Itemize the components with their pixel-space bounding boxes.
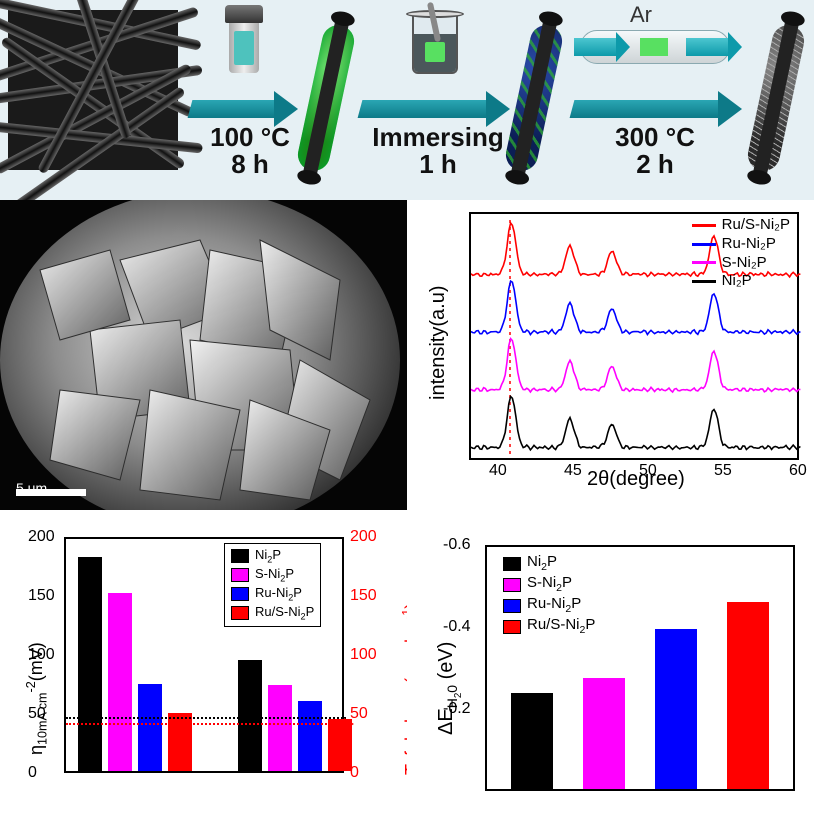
- sem-scale-bar: [16, 489, 86, 496]
- barL-legend-item: Ru/S-Ni2P: [231, 604, 314, 623]
- barL-bar: [168, 713, 192, 771]
- xrd-legend-item: Ni₂P: [692, 272, 790, 291]
- xrd-xtick: 60: [789, 462, 807, 480]
- rod-final: [745, 13, 807, 183]
- process-schematic: 100 °C 8 h Immersing 1 h Ar: [0, 0, 814, 200]
- step-1-label: 100 °C 8 h: [190, 124, 310, 179]
- barL-y1tick: 100: [28, 646, 55, 664]
- xrd-xtick: 55: [714, 462, 732, 480]
- barR-legend-item: Ru/S-Ni2P: [503, 616, 595, 637]
- barL-y2tick: 0: [350, 764, 359, 782]
- barL-bar: [238, 660, 262, 771]
- autoclave-icon: [225, 5, 263, 75]
- xrd-legend-item: Ru-Ni₂P: [692, 235, 790, 254]
- xrd-legend: Ru/S-Ni₂PRu-Ni₂PS-Ni₂PNi₂P: [692, 216, 790, 291]
- barL-bar: [268, 685, 292, 771]
- barR-ytick: -0.2: [443, 700, 471, 718]
- barR-bar: [655, 629, 697, 789]
- barR-ylabel: ΔEH20 (eV): [435, 642, 464, 735]
- barR-bar: [583, 678, 625, 789]
- barL-y2tick: 200: [350, 528, 377, 546]
- barL-y1tick: 50: [28, 705, 46, 723]
- barL-legend-item: S-Ni2P: [231, 566, 314, 585]
- barL-y2tick: 50: [350, 705, 368, 723]
- barR-bar: [511, 693, 553, 789]
- dft-energy-chart: ΔEH20 (eV) Ni2PS-Ni2PRu-Ni2PRu/S-Ni2P -0…: [407, 525, 814, 825]
- barR-bar: [727, 602, 769, 789]
- step-2-label: Immersing 1 h: [358, 124, 518, 179]
- barL-y1tick: 150: [28, 587, 55, 605]
- barL-y1tick: 200: [28, 528, 55, 546]
- ar-label: Ar: [630, 2, 652, 28]
- barR-ytick: -0.6: [443, 536, 471, 554]
- barR-legend: Ni2PS-Ni2PRu-Ni2PRu/S-Ni2P: [503, 553, 595, 638]
- barL-bar: [78, 557, 102, 771]
- rod-green: [295, 13, 357, 183]
- barL-bar: [298, 701, 322, 771]
- sem-micrograph: 5 um: [0, 200, 407, 510]
- barL-y2tick: 100: [350, 646, 377, 664]
- xrd-xtick: 50: [639, 462, 657, 480]
- overpotential-tafel-chart: η10mA cm-2(mV) Tafel slope (mv dec-1) Ni…: [0, 525, 407, 825]
- xrd-legend-item: Ru/S-Ni₂P: [692, 216, 790, 235]
- xrd-xlabel: 2θ(degree): [587, 468, 685, 491]
- figure-composite: 100 °C 8 h Immersing 1 h Ar: [0, 0, 814, 834]
- barL-bar: [138, 684, 162, 771]
- sem-scalebar: 5 um: [16, 480, 47, 496]
- barR-ytick: -0.4: [443, 618, 471, 636]
- xrd-legend-item: S-Ni₂P: [692, 254, 790, 273]
- xrd-plot: intensity(a.u) Ru/S-Ni₂PRu-Ni₂PS-Ni₂PNi₂…: [407, 200, 814, 510]
- barL-legend: Ni2PS-Ni2PRu-Ni2PRu/S-Ni2P: [224, 543, 321, 627]
- sem-svg: [0, 200, 407, 510]
- xrd-xtick: 40: [489, 462, 507, 480]
- barL-legend-item: Ru-Ni2P: [231, 585, 314, 604]
- barR-legend-item: Ru-Ni2P: [503, 595, 595, 616]
- barR-legend-item: S-Ni2P: [503, 574, 595, 595]
- barL-y1tick: 0: [28, 764, 37, 782]
- rod-blue: [503, 13, 565, 183]
- barL-y2tick: 150: [350, 587, 377, 605]
- carbon-cloth-mesh: [8, 10, 178, 170]
- beaker-icon: [406, 4, 464, 76]
- barR-legend-item: Ni2P: [503, 553, 595, 574]
- step-3-label: 300 °C 2 h: [590, 124, 720, 179]
- tube-furnace-icon: Ar: [580, 20, 730, 74]
- xrd-ylabel: intensity(a.u): [427, 286, 450, 401]
- xrd-xtick: 45: [564, 462, 582, 480]
- barL-legend-item: Ni2P: [231, 547, 314, 566]
- barL-bar: [108, 593, 132, 771]
